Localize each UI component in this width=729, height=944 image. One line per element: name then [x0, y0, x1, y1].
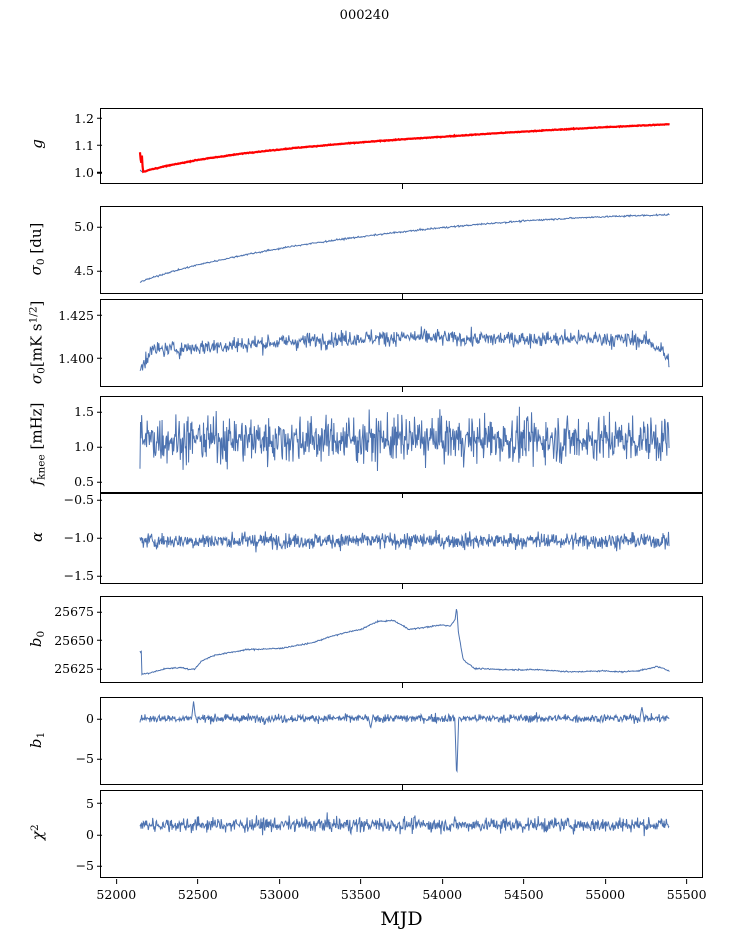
data-line-sigma0-du	[140, 214, 670, 282]
data-line-b0	[140, 609, 670, 674]
y-axis-label: σ0 [du]	[27, 222, 47, 276]
x-tick-label: 52500	[178, 879, 218, 902]
panel-separator-tick	[401, 785, 403, 790]
y-tick-label: −5	[76, 860, 102, 873]
plot-panel-sigma-0-mk-s-1-2: 1.400 1.425	[58, 299, 703, 387]
x-tick-label: 55500	[667, 879, 707, 902]
panel-trace-group	[101, 494, 702, 583]
y-tick-label: 25650	[54, 634, 102, 647]
y-axis-label: χ2	[28, 824, 47, 841]
y-axis-label: α	[28, 531, 47, 542]
panel-trace-group	[101, 207, 702, 293]
panel-trace-group	[101, 300, 702, 386]
y-axis-label: fknee [mHz]	[27, 402, 47, 485]
x-tick-label: 52000	[96, 879, 136, 902]
x-tick-label: 53000	[259, 879, 299, 902]
y-tick-label: 0	[86, 712, 102, 726]
plot-panel-g: 1.0 1.1 1.2	[74, 108, 703, 184]
y-tick-label: 5.0	[74, 220, 102, 234]
y-tick-label: −0.5	[64, 493, 102, 507]
panel-separator-tick	[401, 387, 403, 392]
y-tick-label: 1.0	[74, 166, 102, 180]
y-axis-label: b1	[27, 731, 47, 749]
y-axis-label: σ0[mK s1/2]	[27, 300, 48, 385]
x-tick-label: 55000	[585, 879, 625, 902]
data-line-chi2	[140, 812, 669, 836]
panel-trace-group	[101, 597, 702, 682]
y-tick-label: 5	[86, 797, 102, 810]
panel-separator-tick	[401, 584, 403, 589]
y-tick-label: 0	[86, 828, 102, 842]
panel-trace-group	[101, 397, 702, 492]
figure-title: 000240	[339, 8, 390, 23]
y-tick-label: −5	[76, 752, 102, 766]
plot-panel-sigma-0-du: 4.5 5.0	[74, 206, 703, 294]
data-line-b1	[140, 701, 669, 771]
y-tick-label: 1.1	[74, 139, 102, 152]
x-tick-label: 54000	[422, 879, 462, 902]
panel-separator-tick	[401, 294, 403, 299]
y-tick-label: 1.0	[74, 440, 102, 454]
y-tick-label: −1.0	[64, 531, 102, 545]
x-axis-label: MJD	[380, 908, 423, 930]
data-line-f-knee	[140, 407, 669, 471]
panel-separator-tick	[401, 184, 403, 189]
x-tick-label: 54500	[504, 879, 544, 902]
data-line-gain-model	[140, 124, 670, 172]
panel-trace-group	[101, 109, 702, 183]
panel-separator-tick	[401, 683, 403, 688]
y-tick-label: 1.400	[58, 352, 102, 365]
plot-panel-b-1: −5 0	[76, 697, 703, 785]
y-tick-label: 4.5	[74, 264, 102, 278]
y-tick-label: 0.5	[74, 475, 102, 489]
y-tick-label: 1.425	[58, 309, 102, 322]
plot-panel-f-knee-mhz: 0.5 1.0 1.5	[74, 396, 703, 493]
y-tick-label: 25625	[54, 662, 102, 676]
plot-panel-alpha: −1.5 −1.0 −0.5	[64, 493, 703, 584]
panel-trace-group	[101, 698, 702, 784]
y-tick-label: 25675	[54, 605, 102, 619]
y-axis-label: g	[28, 139, 47, 149]
panel-separator-tick	[401, 493, 403, 498]
plot-panel-chi-2: −5 0 5	[76, 790, 703, 878]
data-line-alpha	[140, 530, 669, 552]
plot-panel-b-0: 25625 25650 25675	[54, 596, 703, 683]
data-line-gain	[140, 124, 670, 171]
y-tick-label: 1.5	[74, 406, 102, 419]
y-tick-label: −1.5	[64, 569, 102, 583]
y-axis-label: b0	[27, 630, 47, 647]
x-axis: 52000 52500 53000 53500 54000 54500 55000 55500	[96, 879, 707, 919]
y-tick-label: 1.2	[74, 112, 102, 125]
panel-trace-group	[101, 791, 702, 877]
data-line-sigma0-mK	[140, 326, 670, 370]
x-tick-label: 53500	[341, 879, 381, 902]
